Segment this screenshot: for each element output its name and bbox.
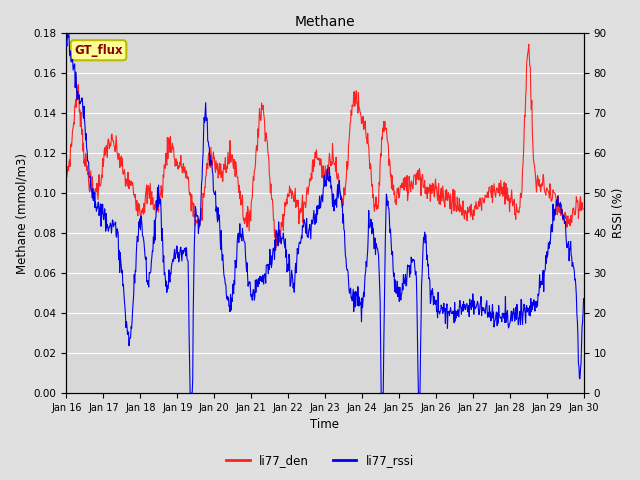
Text: GT_flux: GT_flux bbox=[74, 44, 123, 57]
X-axis label: Time: Time bbox=[310, 419, 339, 432]
Title: Methane: Methane bbox=[294, 15, 355, 29]
Y-axis label: RSSI (%): RSSI (%) bbox=[612, 188, 625, 238]
Legend: li77_den, li77_rssi: li77_den, li77_rssi bbox=[221, 449, 419, 472]
Y-axis label: Methane (mmol/m3): Methane (mmol/m3) bbox=[15, 153, 28, 274]
